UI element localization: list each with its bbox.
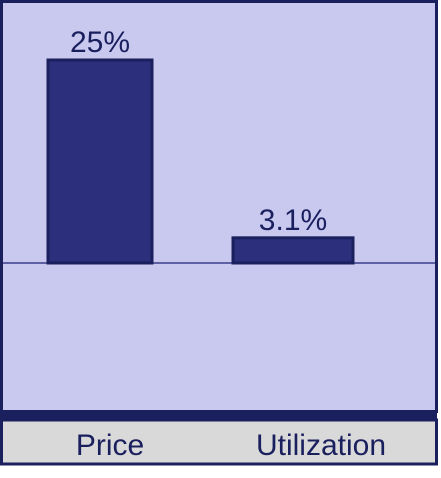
x-tick-label: Price [76, 429, 144, 462]
bar [231, 236, 355, 265]
category-strip [0, 418, 438, 466]
divider [0, 410, 437, 420]
x-tick-label: Utilization [256, 429, 386, 462]
value-label: 25% [70, 26, 130, 59]
bar [46, 58, 154, 265]
value-label: 3.1% [259, 204, 327, 237]
